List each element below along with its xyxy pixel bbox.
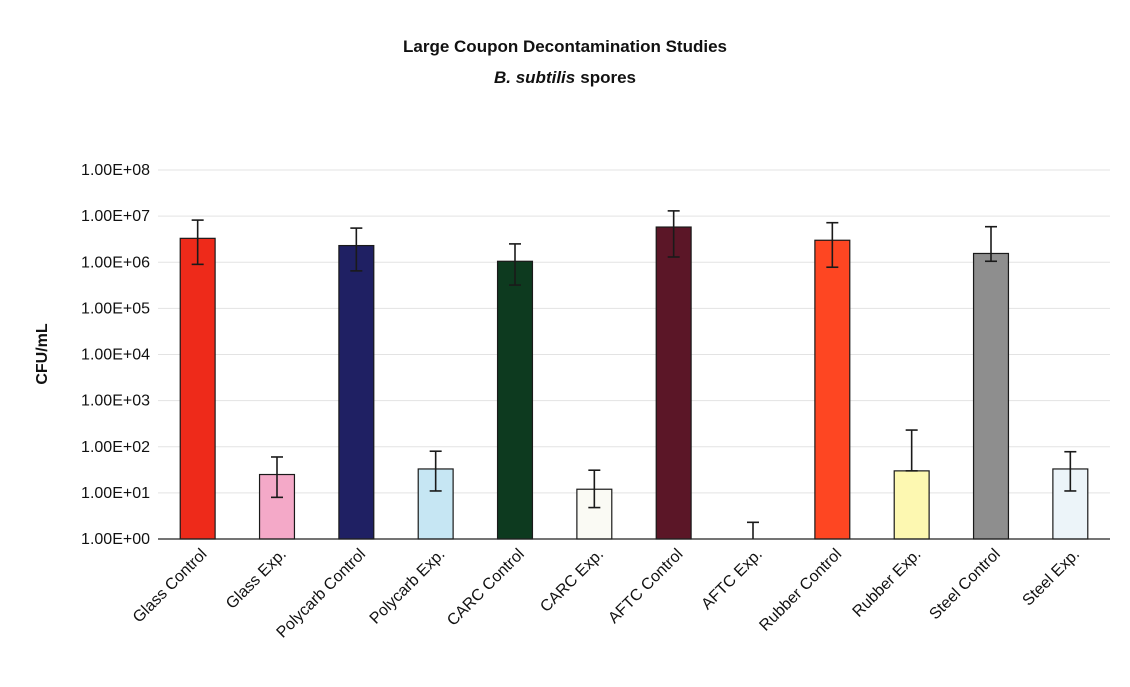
error-bar xyxy=(826,221,839,269)
y-tick-label: 1.00E+07 xyxy=(81,208,150,225)
gridlines xyxy=(158,169,1110,494)
error-bar xyxy=(509,243,521,286)
bar xyxy=(972,252,1010,540)
y-tick-label: 1.00E+04 xyxy=(81,347,150,364)
y-tick-label: 1.00E+02 xyxy=(81,439,150,456)
x-tick-label: AFTC Control xyxy=(605,546,686,627)
y-axis-label: CFU/mL xyxy=(34,323,51,385)
x-tick-label: CARC Exp. xyxy=(537,546,607,616)
y-tick-label: 1.00E+05 xyxy=(81,300,150,317)
x-tick-label: Steel Exp. xyxy=(1020,546,1084,610)
y-tick-label: 1.00E+00 xyxy=(81,531,150,548)
y-tick-label: 1.00E+08 xyxy=(81,162,150,179)
x-tick-label: Rubber Control xyxy=(756,546,845,635)
error-bars xyxy=(191,210,1077,539)
error-bar xyxy=(985,225,997,263)
x-tick-label: Glass Exp. xyxy=(223,546,290,613)
x-tick-label: Rubber Exp. xyxy=(850,546,925,621)
bar xyxy=(338,244,375,540)
chart-subtitle-rest: spores xyxy=(580,68,636,87)
bar xyxy=(655,226,692,540)
y-tick-label: 1.00E+03 xyxy=(81,393,150,410)
y-tick-label: 1.00E+01 xyxy=(81,485,150,502)
error-bar xyxy=(747,521,759,539)
error-bar xyxy=(905,429,918,472)
y-tick-labels: 1.00E+00 1.00E+01 1.00E+02 1.00E+03 1.00E+04… xyxy=(81,162,150,548)
bar xyxy=(179,237,216,540)
x-tick-label: Polycarb Control xyxy=(274,546,370,642)
error-bar xyxy=(350,227,363,272)
bar xyxy=(814,239,851,540)
bar xyxy=(893,470,930,540)
error-bar xyxy=(271,456,283,499)
bars xyxy=(179,226,1089,540)
bar xyxy=(496,260,534,540)
y-tick-label: 1.00E+06 xyxy=(81,254,150,271)
error-bar xyxy=(667,210,680,258)
x-tick-label: AFTC Exp. xyxy=(698,546,765,613)
x-tick-label: Steel Control xyxy=(926,546,1003,623)
error-bar xyxy=(429,450,442,492)
error-bar xyxy=(1064,450,1077,492)
x-tick-label: Glass Control xyxy=(130,546,211,627)
chart-title: Large Coupon Decontamination Studies xyxy=(403,37,727,56)
chart-subtitle: B. subtilis spores xyxy=(494,68,636,87)
x-tick-label: Polycarb Exp. xyxy=(367,546,449,628)
error-bar xyxy=(588,469,601,509)
error-bar xyxy=(191,219,204,266)
chart-subtitle-italic: B. subtilis xyxy=(494,68,575,87)
x-tick-label: CARC Control xyxy=(444,546,528,630)
x-tick-labels: Glass Control Glass Exp.Polycarb ControlP… xyxy=(130,546,1083,642)
